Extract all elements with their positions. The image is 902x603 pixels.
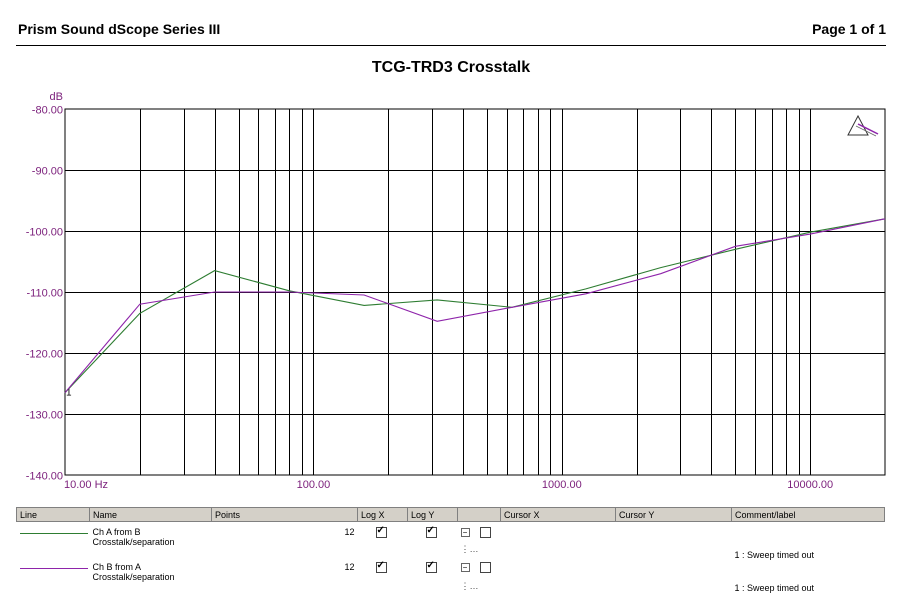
y-tick-label: -120.00 [26, 349, 63, 361]
y-tick-label: -90.00 [32, 166, 63, 178]
log-y-checkbox[interactable] [425, 560, 437, 574]
chart-title: TCG-TRD3 Crosstalk [371, 59, 531, 76]
log-x-checkbox[interactable] [375, 525, 387, 539]
comment-label: 1 : Sweep timed out [734, 550, 815, 560]
col-cursor-x: Cursor X [500, 507, 616, 522]
table-row: Ch A from B Crosstalk/separation 12 − ⋮…… [17, 522, 885, 562]
points-value: 12 [344, 527, 355, 537]
marker-label: 1 [66, 388, 72, 399]
page-number: Page 1 of 1 [812, 21, 886, 37]
app-title: Prism Sound dScope Series III [18, 21, 221, 37]
y-axis-label: dB [50, 91, 63, 103]
collapse-icon[interactable]: − [460, 528, 470, 538]
col-line: Line [16, 507, 90, 522]
trace-name: Ch B from A [92, 562, 142, 572]
col-log-y: Log Y [407, 507, 458, 522]
series-line [64, 218, 886, 394]
crosstalk-chart: -80.00 -90.00 -100.00 -110.00 -120.00 -130.00… [26, 91, 886, 491]
trace-subname: Crosstalk/separation [92, 572, 175, 582]
y-tick-label: -110.00 [27, 288, 64, 300]
col-name: Name [89, 507, 212, 522]
y-tick-label: -140.00 [26, 471, 63, 483]
x-tick-label: 100.00 [297, 479, 331, 491]
trace-legend-table: Line Name Points Log X Log Y Cursor X Cu… [16, 507, 885, 594]
header-divider [16, 45, 886, 46]
y-tick-label: -130.00 [26, 410, 63, 422]
y-tick-label: -100.00 [26, 227, 63, 239]
axis-labels: -80.00 -90.00 -100.00 -110.00 -120.00 -130.00… [26, 91, 833, 491]
comment-label: 1 : Sweep timed out [734, 583, 815, 593]
col-points: Points [211, 507, 358, 522]
points-value: 12 [344, 562, 355, 572]
grid [64, 108, 886, 476]
log-y-checkbox[interactable] [425, 525, 437, 539]
x-tick-label: 10.00 Hz [64, 479, 108, 491]
trace-name: Ch A from B [92, 527, 141, 537]
tree-branch-icon: ⋮… [460, 544, 479, 555]
series-lines [64, 218, 886, 394]
x-tick-label: 10000.00 [787, 479, 833, 491]
dscope-logo-icon [847, 114, 879, 137]
line-swatch [19, 533, 88, 535]
col-comment: Comment/label [731, 507, 885, 522]
tree-branch-icon: ⋮… [460, 581, 479, 592]
series-line [64, 218, 886, 394]
trace-subname: Crosstalk/separation [92, 537, 175, 547]
col-tree [457, 507, 501, 522]
x-tick-label: 1000.00 [542, 479, 582, 491]
log-x-checkbox[interactable] [375, 560, 387, 574]
cursor-checkbox[interactable] [479, 527, 491, 539]
y-tick-label: -80.00 [32, 105, 63, 117]
table-row: Ch B from A Crosstalk/separation 12 − ⋮…… [17, 560, 885, 594]
col-log-x: Log X [357, 507, 408, 522]
cursor-checkbox[interactable] [479, 562, 491, 574]
collapse-icon[interactable]: − [460, 563, 470, 573]
col-cursor-y: Cursor Y [615, 507, 732, 522]
legend-header-row: Line Name Points Log X Log Y Cursor X Cu… [16, 507, 885, 522]
line-swatch [19, 568, 88, 570]
